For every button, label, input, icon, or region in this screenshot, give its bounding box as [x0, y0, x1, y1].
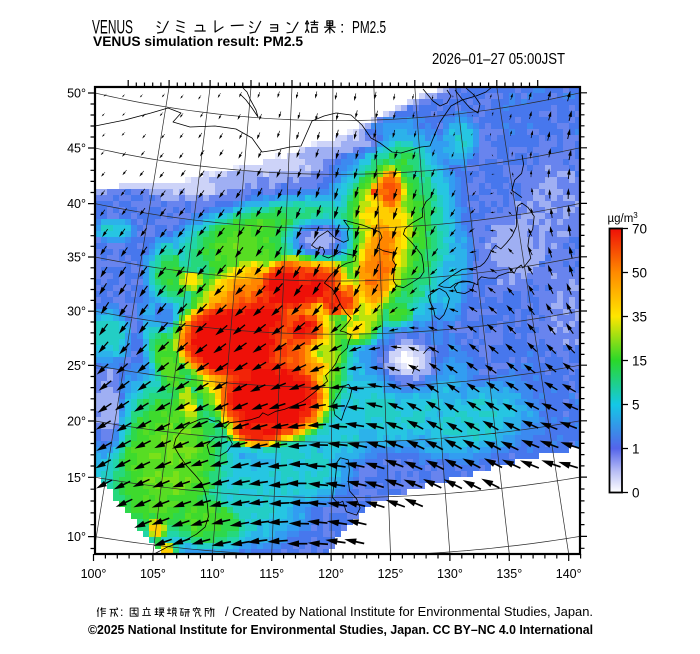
svg-text:50: 50 — [632, 266, 647, 281]
svg-text:135°: 135° — [496, 567, 522, 581]
svg-text:100°: 100° — [81, 567, 107, 581]
svg-text:15°: 15° — [67, 471, 86, 485]
svg-text:VENUS: VENUS — [92, 18, 133, 39]
svg-text:30°: 30° — [67, 305, 86, 319]
svg-text:120°: 120° — [318, 567, 344, 581]
svg-text:25°: 25° — [67, 359, 86, 373]
svg-text:10°: 10° — [67, 530, 86, 544]
svg-text:µg/m3: µg/m3 — [608, 211, 639, 225]
svg-text:35: 35 — [632, 310, 647, 325]
svg-text::: : — [340, 20, 344, 37]
svg-text:1: 1 — [632, 442, 640, 457]
svg-text:125°: 125° — [378, 567, 404, 581]
svg-text:PM2.5: PM2.5 — [352, 17, 386, 37]
svg-text:140°: 140° — [556, 567, 582, 581]
svg-text:/ Created by National Institut: / Created by National Institute for Envi… — [225, 604, 593, 619]
svg-text:70: 70 — [632, 222, 647, 237]
svg-text::: : — [120, 605, 123, 619]
svg-text:50°: 50° — [67, 87, 86, 101]
svg-text:130°: 130° — [437, 567, 463, 581]
svg-text:15: 15 — [632, 354, 647, 369]
svg-text:20°: 20° — [67, 415, 86, 429]
svg-text:105°: 105° — [140, 567, 166, 581]
svg-text:0: 0 — [632, 486, 640, 501]
svg-text:35°: 35° — [67, 251, 86, 265]
svg-text:45°: 45° — [67, 142, 86, 156]
svg-text:115°: 115° — [259, 567, 284, 581]
svg-text:VENUS simulation result: PM2.5: VENUS simulation result: PM2.5 — [93, 34, 303, 49]
svg-text:2026–01–27 05:00JST: 2026–01–27 05:00JST — [432, 51, 565, 68]
svg-text:40°: 40° — [67, 197, 86, 211]
svg-text:110°: 110° — [200, 567, 225, 581]
svg-text:5: 5 — [632, 398, 640, 413]
svg-text:©2025 National Institute for E: ©2025 National Institute for Environment… — [88, 623, 593, 637]
